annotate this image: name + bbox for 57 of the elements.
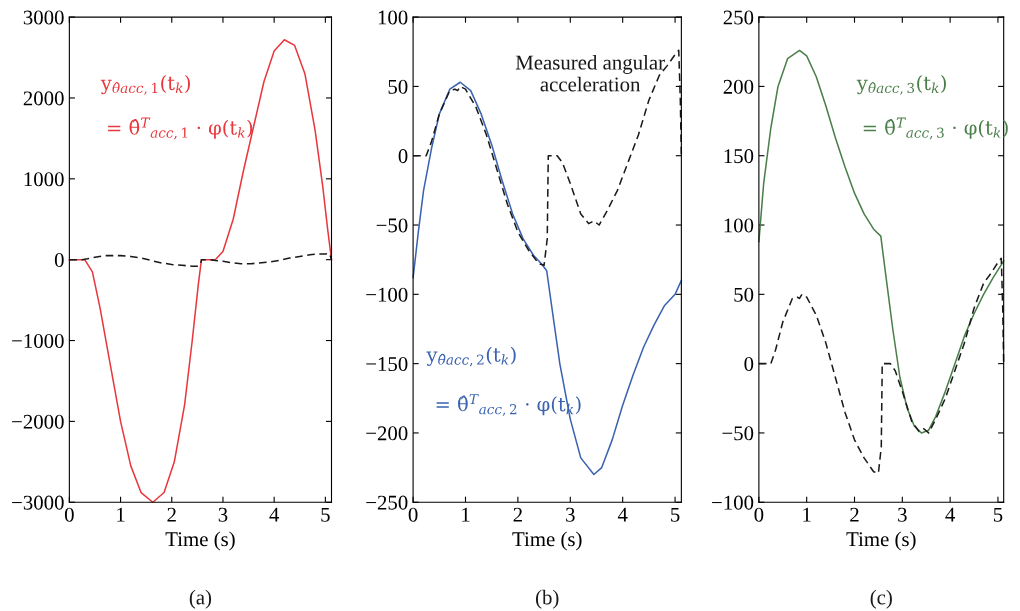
x-tick-label: 5: [993, 507, 1003, 522]
y-tick-label: −250: [366, 495, 408, 510]
y-tick-label: −150: [366, 357, 408, 372]
x-tick-label: 3: [898, 507, 907, 522]
x-tick-label: 3: [566, 507, 575, 522]
text: (a): [189, 589, 212, 609]
annotation: y$_{θ̂acc,2}$(t$_{k}$): [426, 346, 516, 367]
text: (c): [870, 589, 892, 609]
y-tick-label: 1000: [24, 172, 64, 187]
y-tick-label: −3000: [12, 495, 64, 510]
x-axis-title: Time (s): [165, 531, 235, 551]
y-tick-label: 0: [398, 149, 408, 164]
y-tick-label: 3000: [23, 10, 64, 25]
text: (b): [536, 589, 559, 609]
x-tick-label: 4: [617, 507, 628, 522]
y-tick-label: −100: [712, 495, 754, 510]
y-tick-label: 250: [723, 10, 754, 25]
x-tick-label: 4: [269, 507, 280, 522]
y-tick-label: −2000: [12, 414, 64, 429]
y-tick-label: −100: [366, 287, 408, 302]
y-tick-label: 50: [388, 79, 408, 94]
line-series: [758, 49, 1005, 434]
y-tick-label: 0: [54, 253, 64, 268]
x-tick-label: 4: [945, 507, 956, 522]
x-tick-label: 2: [850, 507, 859, 522]
x-tick-label: 0: [408, 507, 418, 522]
x-tick-label: 1: [117, 507, 125, 522]
line-series: [412, 49, 683, 266]
x-axis-title: Time (s): [846, 531, 916, 551]
y-tick-label: −1000: [12, 333, 64, 348]
annotation: = θ̂$^{T}$$_{acc,1}$ · φ(t$_{k}$): [108, 117, 253, 140]
line-series: [758, 257, 1005, 474]
y-tick-label: 100: [724, 218, 754, 233]
y-tick-label: 200: [723, 79, 754, 94]
x-tick-label: 0: [64, 507, 74, 522]
y-tick-label: −50: [722, 426, 754, 441]
y-tick-label: 0: [744, 357, 754, 372]
y-tick-label: 2000: [23, 91, 64, 106]
x-tick-label: 3: [218, 507, 228, 522]
y-tick-label: 100: [378, 10, 408, 25]
x-tick-label: 2: [513, 507, 522, 522]
x-tick-label: 1: [462, 507, 470, 522]
x-tick-label: 1: [803, 507, 811, 522]
annotation: y$_{θ̂acc,3}$(t$_{k}$): [856, 75, 946, 95]
annotation: = θ̂$^{T}$$_{acc,3}$ · φ(t$_{k}$): [863, 117, 1008, 140]
y-tick-label: 150: [724, 149, 754, 164]
y-tick-label: −200: [366, 426, 408, 441]
y-tick-label: −50: [376, 218, 408, 233]
y-tick-label: 50: [734, 287, 754, 302]
line-series: [68, 252, 333, 267]
annotation: y$_{θ̂acc,1}$(t$_{k}$): [100, 75, 190, 95]
x-axis-title: Time (s): [512, 531, 582, 551]
x-tick-label: 0: [754, 507, 764, 522]
x-tick-label: 5: [671, 507, 680, 522]
x-tick-label: 5: [321, 507, 330, 522]
x-tick-label: 2: [167, 507, 176, 522]
annotation: Measured angular acceleration: [515, 54, 665, 92]
